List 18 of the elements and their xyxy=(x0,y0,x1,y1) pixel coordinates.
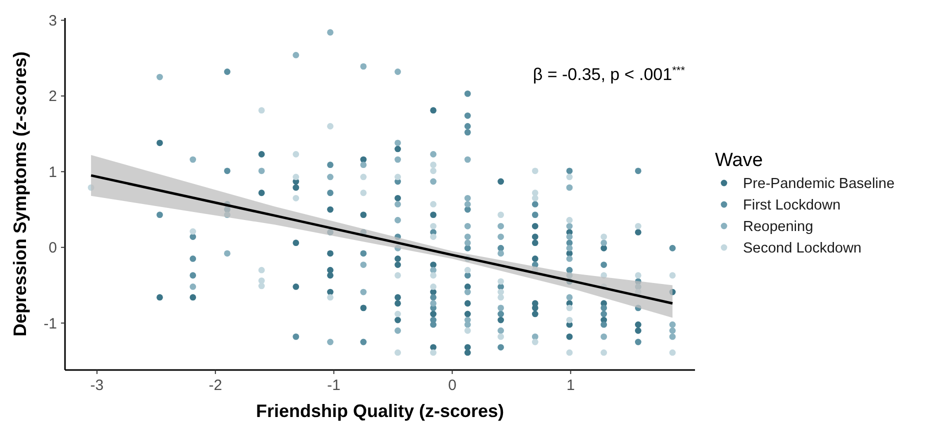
legend-label: Reopening xyxy=(743,219,814,236)
legend-title: Wave xyxy=(715,150,763,171)
y-tick-label: 2 xyxy=(48,88,57,106)
legend-label: Second Lockdown xyxy=(743,240,862,257)
x-tick-label: 0 xyxy=(448,377,456,394)
legend-label: Pre-Pandemic Baseline xyxy=(743,176,895,192)
x-tick-label: 1 xyxy=(566,377,575,394)
legend-label: First Lockdown xyxy=(743,198,841,214)
x-tick-label: -3 xyxy=(90,377,104,394)
y-tick-label: 0 xyxy=(48,240,57,257)
x-axis-title: Friendship Quality (z-scores) xyxy=(256,401,504,421)
y-tick-label: 1 xyxy=(48,164,57,181)
x-tick-label: -1 xyxy=(327,377,340,394)
y-axis-title: Depression Symptoms (z-scores) xyxy=(10,51,30,337)
y-tick-label: -1 xyxy=(44,315,57,332)
y-tick-label: 3 xyxy=(48,12,57,30)
annotation: β = -0.35, p < .001$^{***}$ xyxy=(532,65,686,84)
x-tick-label: -2 xyxy=(208,377,222,394)
